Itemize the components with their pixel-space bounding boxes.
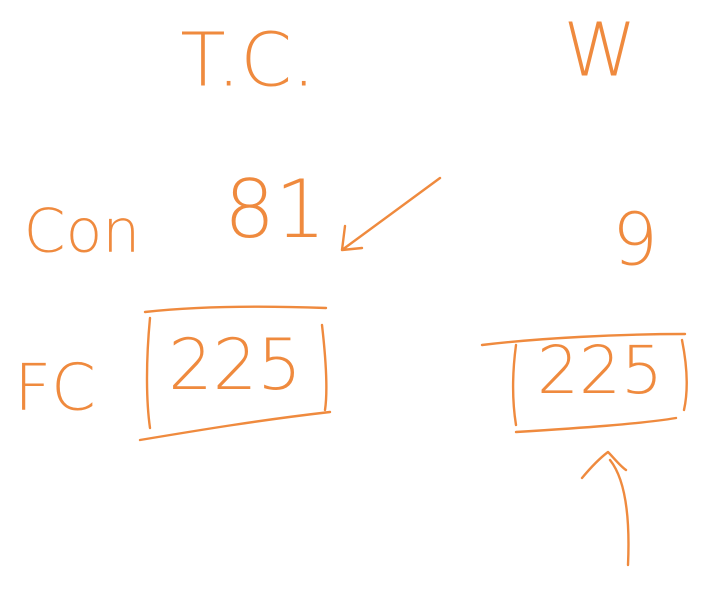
arrow — [340, 176, 442, 252]
row-label: Con — [24, 197, 141, 267]
cell-value: 81 — [224, 163, 326, 256]
box — [480, 332, 688, 434]
cell-value: 9 — [612, 198, 658, 282]
box — [138, 305, 332, 442]
row-label: FC — [14, 352, 96, 426]
column-heading: T.C. — [180, 18, 315, 104]
arrow — [580, 450, 630, 567]
column-heading: W — [563, 8, 636, 94]
cell-value: 225 — [537, 332, 663, 409]
cell-value: 225 — [168, 324, 302, 406]
